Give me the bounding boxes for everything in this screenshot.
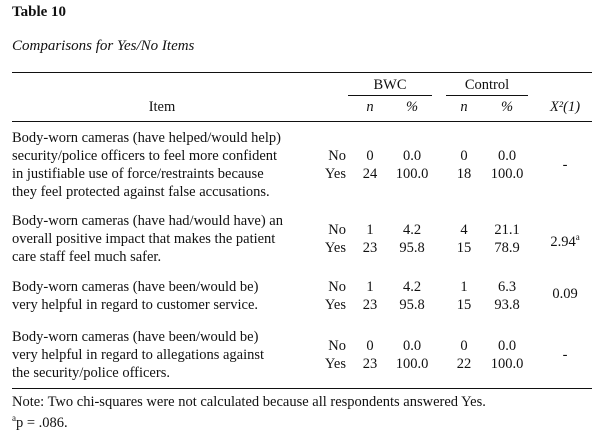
row-yes-label: Yes [324,356,346,372]
row-no-label: No [328,279,346,295]
bwc-n-no: 0 [366,338,374,354]
item-line: care staff feel much safer. [12,249,162,265]
row-no-label: No [328,148,346,164]
item-line: very helpful in regard to customer servi… [12,297,259,313]
chi-square-value: 0.09 [552,286,578,302]
column-header-ctrl-n: n [460,99,468,115]
bwc-n-no: 0 [366,148,374,164]
row-item-text: Body-worn cameras (have helped/would hel… [12,129,312,201]
ctrl-n-no: 0 [460,338,468,354]
group-header-control: Control [464,77,510,93]
row-item-text: Body-worn cameras (have had/would have) … [12,212,312,266]
ctrl-n-no: 1 [460,279,468,295]
bwc-pct-yes: 100.0 [395,166,429,182]
item-line: overall positive impact that makes the p… [12,231,276,247]
table-bottom-rule [12,388,592,389]
item-line: very helpful in regard to allegations ag… [12,347,265,363]
ctrl-pct-yes: 78.9 [494,240,520,256]
item-line: Body-worn cameras (have been/would be) [12,329,259,345]
item-line: they feel protected against false accusa… [12,184,270,200]
bwc-pct-no: 0.0 [402,338,422,354]
ctrl-n-no: 0 [460,148,468,164]
group-header-bwc: BWC [373,77,407,93]
row-no-label: No [328,222,346,238]
ctrl-n-yes: 15 [456,240,472,256]
item-line: the security/police officers. [12,365,170,381]
ctrl-pct-no: 0.0 [497,338,517,354]
column-header-bwc-pct: % [405,99,419,115]
row-yes-label: Yes [324,240,346,256]
row-item-text: Body-worn cameras (have been/would be) v… [12,328,312,382]
bwc-pct-yes: 100.0 [395,356,429,372]
ctrl-pct-no: 0.0 [497,148,517,164]
column-header-bwc-n: n [366,99,374,115]
ctrl-n-yes: 22 [456,356,472,372]
ctrl-n-yes: 18 [456,166,472,182]
column-header-item: Item [148,99,176,115]
bwc-pct-yes: 95.8 [399,240,425,256]
bwc-pct-no: 4.2 [402,222,422,238]
row-yes-label: Yes [324,297,346,313]
group-rule-control [446,95,528,96]
bwc-n-no: 1 [366,222,374,238]
column-header-chi-square: X²(1) [549,99,581,115]
chi-square-value: 2.94a [550,232,580,250]
ctrl-pct-yes: 100.0 [490,166,524,182]
table-top-rule [12,72,592,73]
bwc-n-yes: 23 [362,240,378,256]
bwc-n-yes: 23 [362,356,378,372]
item-line: Body-worn cameras (have been/would be) [12,279,259,295]
row-no-label: No [328,338,346,354]
row-item-text: Body-worn cameras (have been/would be) v… [12,278,312,314]
table-note: Note: Two chi-squares were not calculate… [12,394,486,410]
ctrl-pct-yes: 100.0 [490,356,524,372]
table-title: Comparisons for Yes/No Items [12,38,195,54]
ctrl-pct-yes: 93.8 [494,297,520,313]
column-header-ctrl-pct: % [500,99,514,115]
group-rule-bwc [348,95,432,96]
item-line: Body-worn cameras (have helped/would hel… [12,130,281,146]
bwc-pct-no: 0.0 [402,148,422,164]
chi-square-value: - [562,347,568,363]
bwc-pct-yes: 95.8 [399,297,425,313]
row-yes-label: Yes [324,166,346,182]
ctrl-pct-no: 6.3 [497,279,517,295]
table-number: Table 10 [12,4,67,20]
bwc-pct-no: 4.2 [402,279,422,295]
chi-square-value: - [562,157,568,173]
item-line: security/police officers to feel more co… [12,148,278,164]
ctrl-n-yes: 15 [456,297,472,313]
ctrl-pct-no: 21.1 [494,222,520,238]
table-footnote: ap = .086. [12,413,68,431]
bwc-n-no: 1 [366,279,374,295]
item-line: Body-worn cameras (have had/would have) … [12,213,283,229]
item-line: in justifiable use of force/restraints b… [12,166,264,182]
table-header-rule [12,121,592,122]
bwc-n-yes: 23 [362,297,378,313]
ctrl-n-no: 4 [460,222,468,238]
bwc-n-yes: 24 [362,166,378,182]
